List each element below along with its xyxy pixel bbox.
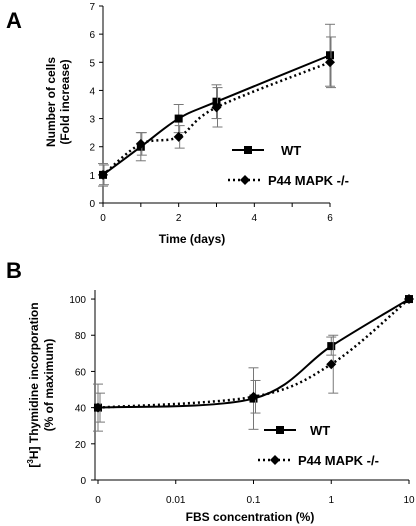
panel-a-x-tick-label: 6 — [327, 213, 333, 224]
panel-b-x-tick-label: 0.1 — [247, 495, 261, 506]
panel-b-data-point — [248, 391, 259, 402]
legend-wt-label: WT — [281, 143, 301, 158]
panel-b-letter: B — [6, 258, 22, 283]
panel-b-y-tick-label: 100 — [69, 295, 86, 306]
panel-a-y-tick-label: 0 — [89, 199, 95, 210]
panel-a-y-tick-label: 2 — [89, 143, 95, 154]
panel-a-data-point — [326, 51, 334, 60]
legend-wt-marker — [276, 426, 284, 434]
panel-b-x-axis-title: FBS concentration (%) — [186, 510, 315, 524]
panel-a-series — [98, 23, 336, 187]
panel-a-y-tick-label: 3 — [89, 115, 95, 126]
panel-a-x-tick-label: 4 — [252, 213, 258, 224]
panel-a-x-axis-title: Time (days) — [159, 232, 225, 246]
y-title-bracket-open: [ — [27, 464, 41, 468]
panel-a-data-point — [212, 97, 221, 106]
panel-a-y-axis-title-line1: Number of cells — [44, 57, 58, 147]
panel-a-series-line — [102, 54, 331, 176]
legend-wt-marker — [244, 146, 252, 154]
panel-b-axes — [94, 290, 409, 481]
panel-b-data-point — [404, 294, 414, 305]
panel-a-y-axis-title-line2: (Fold increase) — [58, 59, 72, 144]
panel-a-data-point — [211, 102, 222, 113]
panel-b-x-ticks: 0 0.01 0.1 1 10 — [95, 480, 415, 506]
panel-b-y-tick-label: 20 — [75, 440, 87, 451]
panel-a-x-tick-label: 2 — [176, 213, 182, 224]
panel-a-y-tick-label: 6 — [89, 30, 95, 41]
panel-a-y-tick-label: 7 — [89, 2, 95, 13]
panel-b-y-axis-title-line1: [3H] Thymidine incorporation — [26, 302, 41, 467]
panel-b-y-tick-label: 40 — [75, 404, 87, 415]
panel-a-y-ticks: 0 1 2 3 4 5 6 7 — [89, 2, 103, 210]
panel-b-data-point — [326, 359, 337, 370]
panel-b-series-line — [97, 298, 410, 409]
panel-a-data-point — [135, 138, 146, 149]
panel-a-y-tick-label: 4 — [89, 86, 95, 97]
panel-a-legend: WT P44 MAPK -/- — [228, 143, 349, 188]
legend-ko-label: P44 MAPK -/- — [298, 453, 379, 468]
panel-b-series — [93, 294, 414, 432]
panel-a-series-line — [102, 61, 331, 176]
y-title-superscript: 3 — [26, 459, 35, 464]
legend-wt-label: WT — [310, 423, 330, 438]
panel-a-y-tick-label: 5 — [89, 58, 95, 69]
panel-a-letter: A — [6, 8, 22, 33]
panel-b-x-tick-label: 0 — [95, 495, 101, 506]
panel-b-y-tick-label: 80 — [75, 331, 87, 342]
panel-b-x-tick-label: 1 — [328, 495, 334, 506]
y-title-rest: H] Thymidine incorporation — [27, 302, 41, 459]
panel-a-x-tick-label: 0 — [100, 213, 106, 224]
panel-b-y-tick-label: 60 — [75, 367, 87, 378]
panel-a-data-point — [325, 57, 335, 68]
panel-b-x-tick-label: 0.01 — [166, 495, 186, 506]
legend-ko-marker — [240, 175, 250, 185]
panel-a: A 0 1 2 3 4 5 6 7 0 2 4 6 Time (days) Number of ce… — [6, 2, 349, 246]
panel-b-legend: WT P44 MAPK -/- — [258, 423, 379, 468]
legend-ko-label: P44 MAPK -/- — [268, 173, 349, 188]
panel-b-x-tick-label: 10 — [403, 495, 415, 506]
panel-a-data-point — [174, 114, 183, 123]
panel-a-x-ticks: 0 2 4 6 — [100, 203, 333, 224]
panel-b: B 0 20 40 60 80 100 0 0.01 0.1 1 10 FBS concentra… — [6, 258, 415, 524]
panel-a-y-tick-label: 1 — [89, 171, 95, 182]
panel-b-series-line — [97, 298, 410, 409]
panel-b-y-ticks: 0 20 40 60 80 100 — [69, 295, 95, 487]
panel-b-y-axis-title-line2: (% of maximum) — [42, 339, 56, 432]
panel-b-y-tick-label: 0 — [80, 476, 86, 487]
panel-a-data-point — [98, 169, 108, 180]
panel-b-data-point — [327, 342, 336, 351]
legend-ko-marker — [270, 455, 280, 465]
panel-a-data-point — [173, 131, 184, 142]
panel-b-data-point — [93, 402, 103, 413]
